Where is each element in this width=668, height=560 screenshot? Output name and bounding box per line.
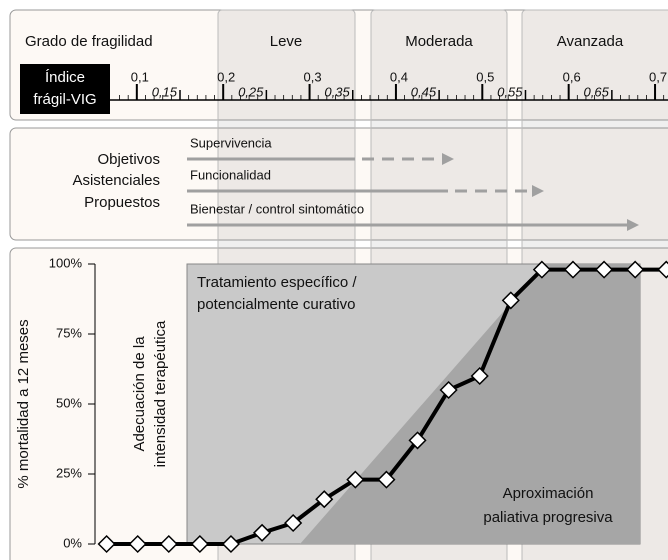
y-tick-label: 25% (56, 465, 82, 480)
data-point (315, 490, 334, 509)
x-tick-label: 0,5 (476, 69, 494, 84)
data-point (97, 534, 116, 554)
data-point (563, 260, 583, 279)
stage-label: Moderada (405, 33, 473, 50)
objectives-title: Objetivos (97, 151, 160, 168)
x-tick-label: 0,2 (217, 69, 235, 84)
x-tick-label: 0,65 (584, 84, 610, 99)
header: Grado de fragilidad (25, 33, 153, 50)
x-tick-label: 0,4 (390, 69, 408, 84)
data-point (439, 380, 458, 400)
objectives-title: Propuestos (84, 194, 160, 211)
index-box (20, 64, 110, 114)
index-label: frágil-VIG (33, 91, 96, 108)
objective-label: Supervivencia (190, 135, 272, 150)
data-point (626, 260, 645, 279)
x-tick-label: 0,7 (649, 69, 667, 84)
x-tick-label: 0,3 (304, 69, 322, 84)
data-point (501, 291, 520, 310)
data-point (470, 366, 489, 386)
stage-label: Leve (270, 33, 303, 50)
y-label: % mortalidad a 12 meses (15, 319, 32, 488)
objective-label: Bienestar / control sintomático (190, 201, 364, 216)
x-tick-label: 0,25 (238, 84, 264, 99)
x-tick-label: 0,15 (152, 84, 178, 99)
region-label: paliativa progresiva (483, 509, 613, 526)
data-point (190, 534, 209, 554)
x-tick-label: 0,6 (563, 69, 581, 84)
objectives-panel (9, 127, 668, 241)
data-point (346, 470, 365, 489)
stage-label: Avanzada (557, 33, 624, 50)
region-label: potencialmente curativo (197, 296, 355, 313)
region-label: Tratamiento específico / (197, 274, 357, 291)
x-tick-label: 0,1 (131, 69, 149, 84)
data-point (408, 431, 427, 450)
data-point (221, 534, 241, 554)
data-point (128, 534, 147, 554)
data-point (284, 513, 303, 533)
y-tick-label: 50% (56, 395, 82, 410)
data-point (377, 470, 396, 489)
data-point (657, 260, 668, 279)
region-label: Aproximación (503, 485, 594, 502)
inner-y-label: Adecuación de la (131, 336, 148, 452)
objectives-title: Asistenciales (72, 172, 160, 189)
y-tick-label: 75% (56, 325, 82, 340)
x-tick-label: 0,55 (497, 84, 523, 99)
x-tick-label: 0,35 (324, 84, 350, 99)
x-tick-label: 0,45 (411, 84, 437, 99)
y-tick-label: 0% (63, 535, 82, 550)
index-label: Índice (45, 69, 85, 86)
data-point (595, 260, 614, 279)
objective-label: Funcionalidad (190, 167, 271, 182)
data-point (252, 523, 272, 542)
y-tick-label: 100% (49, 255, 83, 270)
data-point (532, 260, 551, 279)
inner-y-label: intensidad terapéutica (152, 320, 169, 467)
data-point (159, 534, 178, 554)
